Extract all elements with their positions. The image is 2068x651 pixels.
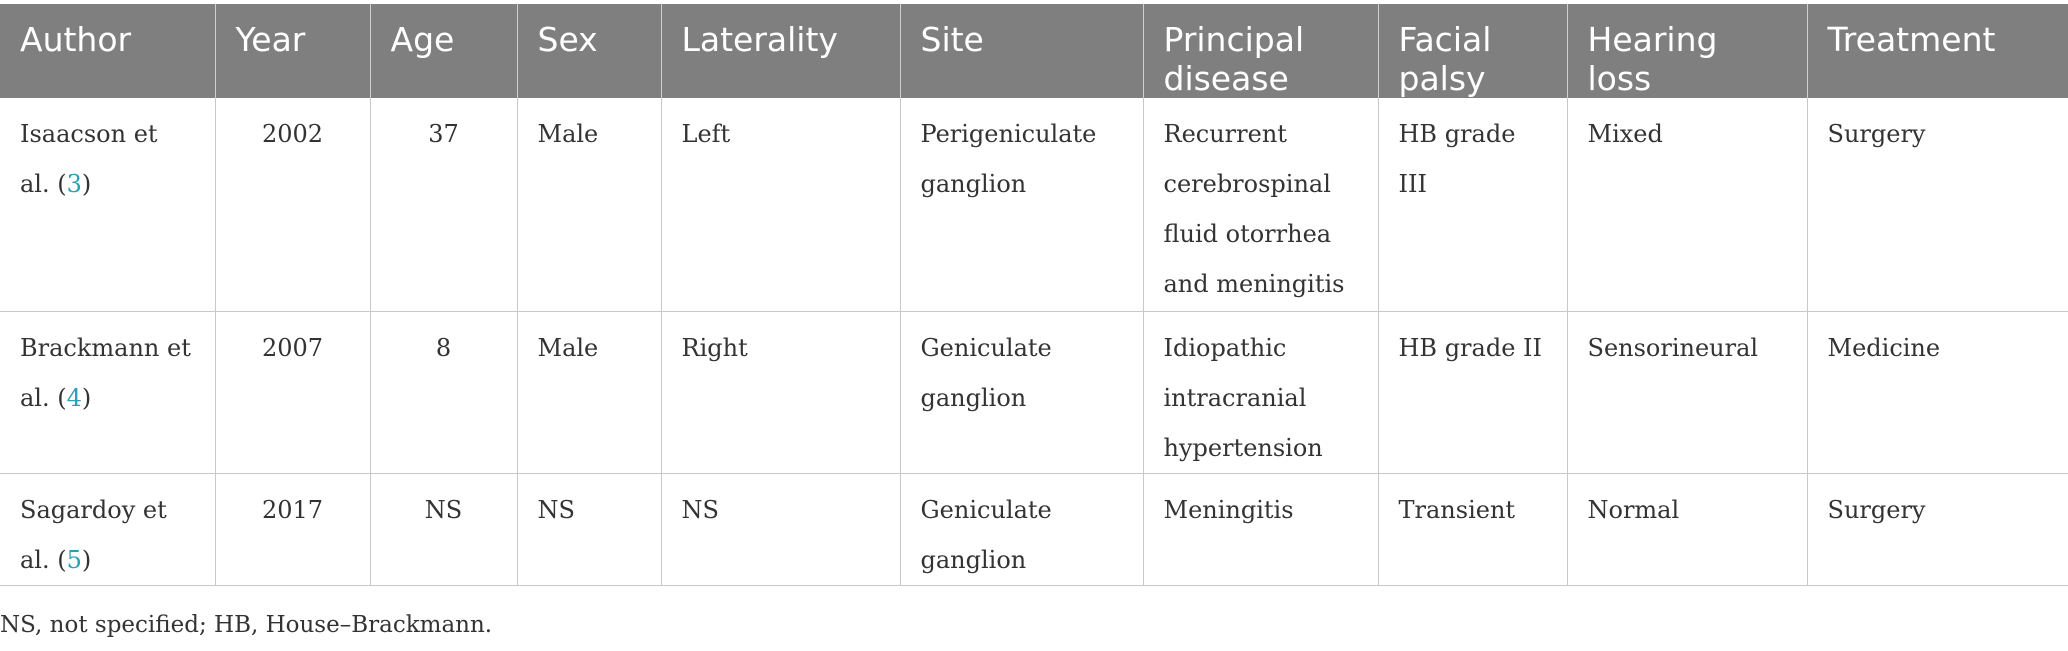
cell-laterality: Left [660, 98, 900, 312]
cell-laterality: NS [660, 473, 900, 586]
cell-hearing-loss: Sensorineural [1566, 311, 1807, 474]
cell-year: 2007 [214, 311, 370, 474]
header-treatment: Treatment [1806, 4, 2068, 98]
cell-author: Isaacson et al. (3) [0, 98, 215, 312]
cell-principal-disease: Recurrent cerebrospinal fluid otorrhea a… [1142, 98, 1378, 312]
cell-year: 2002 [214, 98, 370, 312]
cell-author: Brackmann et al. (4) [0, 311, 215, 474]
table-row: Isaacson et al. (3) 2002 37 Male Left Pe… [0, 98, 2068, 312]
author-close: ) [81, 383, 92, 412]
cell-sex: NS [516, 473, 661, 586]
header-laterality: Laterality [660, 4, 900, 98]
cell-treatment: Surgery [1806, 98, 2068, 312]
cell-hearing-loss: Mixed [1566, 98, 1807, 312]
reference-link[interactable]: 3 [66, 170, 82, 198]
author-close: ) [81, 170, 92, 198]
cell-site: Geniculate ganglion [899, 473, 1143, 586]
author-text: Isaacson et al. ( [20, 120, 158, 198]
cell-facial-palsy: HB grade II [1377, 311, 1567, 474]
table-footnote: NS, not specified; HB, House–Brackmann. [0, 612, 493, 638]
cell-principal-disease: Meningitis [1142, 473, 1378, 586]
cell-facial-palsy: HB grade III [1377, 98, 1567, 312]
header-author: Author [0, 4, 215, 98]
cell-laterality: Right [660, 311, 900, 474]
cell-age: 37 [369, 98, 517, 312]
cell-year: 2017 [214, 473, 370, 586]
table-row: Sagardoy et al. (5) 2017 NS NS NS Genicu… [0, 473, 2068, 586]
cell-author: Sagardoy et al. (5) [0, 473, 215, 586]
header-age: Age [369, 4, 517, 98]
header-hearing-loss: Hearing loss [1566, 4, 1807, 98]
reference-link[interactable]: 5 [66, 545, 82, 574]
author-text: Sagardoy et al. ( [20, 495, 167, 574]
header-site: Site [899, 4, 1143, 98]
cell-hearing-loss: Normal [1566, 473, 1807, 586]
case-reports-table: Author Year Age Sex Laterality Site Prin… [0, 4, 2068, 586]
cell-treatment: Medicine [1806, 311, 2068, 474]
cell-age: NS [369, 473, 517, 586]
header-year: Year [214, 4, 370, 98]
cell-treatment: Surgery [1806, 473, 2068, 586]
cell-principal-disease: Idiopathic intracranial hypertension [1142, 311, 1378, 474]
cell-age: 8 [369, 311, 517, 474]
author-text: Brackmann et al. ( [20, 333, 191, 412]
header-row: Author Year Age Sex Laterality Site Prin… [0, 4, 2068, 98]
cell-facial-palsy: Transient [1377, 473, 1567, 586]
header-principal-disease: Principal disease [1142, 4, 1378, 98]
cell-site: Perigeniculate ganglion [899, 98, 1143, 312]
cell-sex: Male [516, 311, 661, 474]
cell-sex: Male [516, 98, 661, 312]
reference-link[interactable]: 4 [66, 383, 82, 412]
cell-site: Geniculate ganglion [899, 311, 1143, 474]
header-facial-palsy: Facial palsy [1377, 4, 1567, 98]
author-close: ) [81, 545, 92, 574]
header-sex: Sex [516, 4, 661, 98]
table-row: Brackmann et al. (4) 2007 8 Male Right G… [0, 311, 2068, 474]
